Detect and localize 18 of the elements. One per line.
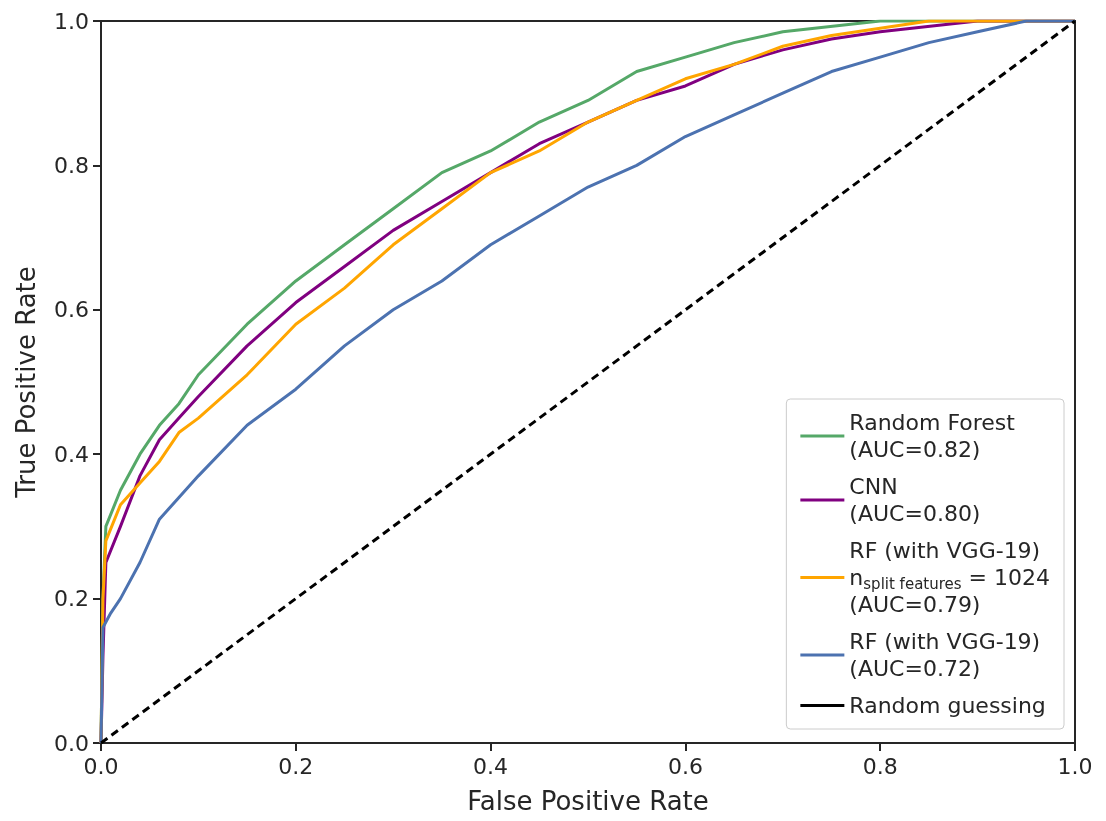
y-tick-label: 0.0: [54, 730, 89, 756]
y-tick-label: 1.0: [54, 8, 89, 34]
y-tick-label: 0.6: [54, 297, 89, 323]
x-axis-title: False Positive Rate: [467, 786, 709, 816]
x-tick-label: 0.4: [473, 753, 509, 779]
x-tick-label: 0.6: [667, 753, 703, 779]
x-tick-label: 1.0: [1057, 753, 1093, 779]
x-tick-label: 0.2: [278, 753, 314, 779]
y-tick-label: 0.2: [54, 586, 89, 612]
y-tick-label: 0.4: [54, 441, 89, 467]
legend-label: Random guessing: [849, 693, 1046, 718]
legend-label: Random Forest (AUC=0.82): [849, 410, 1016, 462]
legend-label: RF (with VGG-19) (AUC=0.72): [849, 629, 1041, 681]
y-tick-label: 0.8: [54, 152, 89, 178]
x-tick-label: 0.0: [83, 753, 119, 779]
y-axis-title: True Positive Rate: [11, 266, 41, 499]
legend-label: CNN (AUC=0.80): [849, 474, 981, 526]
x-tick-label: 0.8: [862, 753, 898, 779]
